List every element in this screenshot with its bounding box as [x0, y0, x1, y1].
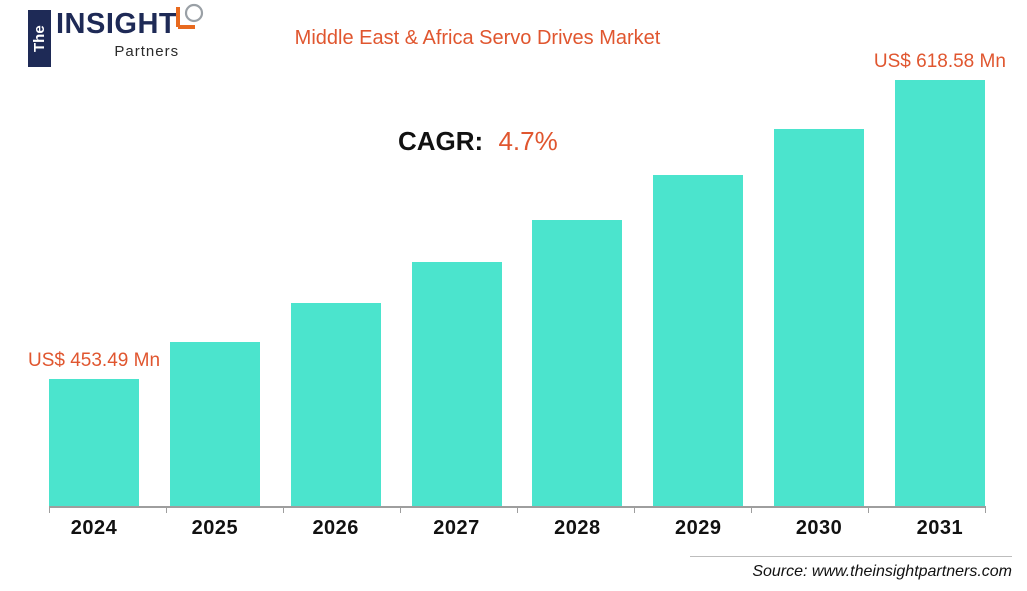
chart-title: Middle East & Africa Servo Drives Market [294, 27, 661, 49]
x-axis-label: 2028 [554, 517, 601, 539]
bars-row: US$ 453.49 Mn US$ 618.58 Mn [28, 51, 1006, 513]
bar [532, 220, 623, 506]
bar-column: US$ 453.49 Mn [28, 350, 160, 506]
axis-tick [751, 506, 752, 513]
axis-tick [634, 506, 635, 513]
axis-tick [517, 506, 518, 513]
bar [49, 379, 139, 506]
bar-column [532, 220, 623, 506]
bar-column [653, 175, 744, 506]
bar [653, 175, 744, 506]
x-axis-label: 2029 [674, 517, 722, 539]
x-axis-label: 2026 [312, 517, 359, 539]
x-axis: 2024 2025 2026 2027 2028 2029 2030 2031 [49, 517, 985, 540]
cagr-value: 4.7% [498, 126, 558, 156]
bar-column: US$ 618.58 Mn [874, 51, 1006, 506]
x-axis-label: 2031 [916, 517, 964, 539]
bar [774, 129, 865, 506]
logo-insight-row: INSIGHT [56, 3, 205, 40]
axis-tick [868, 506, 869, 513]
bar [411, 262, 502, 506]
bar-column [169, 342, 260, 506]
logo-insight-text: INSIGHT [56, 8, 178, 40]
first-bar-value-label: US$ 453.49 Mn [27, 350, 161, 371]
cagr-annotation: CAGR: 4.7% [398, 126, 558, 157]
x-axis-label: 2030 [795, 517, 843, 539]
last-bar-value-label: US$ 618.58 Mn [873, 51, 1006, 72]
x-axis-label: 2025 [191, 517, 239, 539]
axis-tick [985, 506, 986, 513]
bar [169, 342, 260, 506]
magnifier-icon [176, 3, 204, 29]
logo-text-block: INSIGHT Partners [56, 3, 205, 60]
x-axis-label: 2027 [433, 517, 480, 539]
bar-column [411, 262, 502, 506]
bar [290, 303, 381, 506]
logo: The INSIGHT Partners [28, 3, 205, 67]
axis-tick [166, 506, 167, 513]
source-note: Source: www.theinsightpartners.com [690, 556, 1012, 581]
logo-partners-text: Partners [114, 43, 180, 60]
axis-tick [400, 506, 401, 513]
bar-chart: US$ 453.49 Mn US$ 618.58 Mn 2024 2025 2026 2… [28, 51, 1006, 540]
bar [894, 80, 985, 506]
bar-column [290, 303, 381, 506]
x-axis-label: 2024 [70, 517, 118, 539]
axis-tick [283, 506, 284, 513]
cagr-label: CAGR: [398, 126, 484, 156]
axis-tick [49, 506, 50, 513]
bar-column [774, 129, 865, 506]
